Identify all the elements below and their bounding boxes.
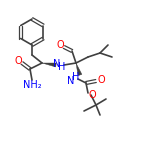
Polygon shape bbox=[42, 63, 56, 67]
Text: N: N bbox=[67, 76, 75, 86]
Text: O: O bbox=[97, 75, 105, 85]
Text: NH₂: NH₂ bbox=[23, 80, 41, 90]
Text: O: O bbox=[14, 56, 22, 66]
Text: H: H bbox=[72, 72, 80, 82]
Text: O: O bbox=[88, 90, 96, 100]
Text: O: O bbox=[56, 40, 64, 50]
Text: H: H bbox=[58, 62, 66, 72]
Text: N: N bbox=[53, 59, 61, 69]
Polygon shape bbox=[76, 63, 82, 76]
